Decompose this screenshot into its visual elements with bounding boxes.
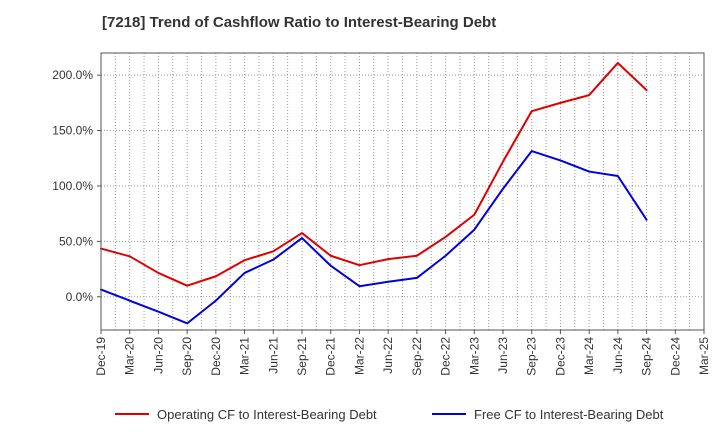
y-axis: 0.0% 50.0% 100.0% 150.0% 200.0%	[52, 68, 101, 304]
x-tick-label: Mar-22	[352, 337, 366, 375]
plot-border	[100, 52, 705, 331]
y-tick-label: 0.0%	[66, 290, 94, 304]
x-tick-label: Dec-19	[94, 337, 108, 376]
x-tick-label: Sep-22	[410, 337, 424, 376]
x-tick-label: Jun-24	[611, 337, 625, 374]
x-tick-label: Dec-21	[324, 337, 338, 376]
x-tick-label: Sep-20	[180, 337, 194, 376]
series-line-free-cf	[100, 150, 648, 325]
x-tick-label: Jun-20	[151, 337, 165, 374]
x-tick-label: Sep-21	[295, 337, 309, 376]
legend-label: Operating CF to Interest-Bearing Debt	[157, 407, 377, 422]
x-tick-label: Mar-21	[238, 337, 252, 375]
x-tick-label: Mar-20	[123, 337, 137, 375]
x-tick-label: Mar-24	[582, 337, 596, 375]
x-tick-label: Dec-23	[553, 337, 567, 376]
x-tick-label: Mar-23	[467, 337, 481, 375]
x-tick-label: Sep-23	[525, 337, 539, 376]
x-tick-label: Jun-23	[496, 337, 510, 374]
x-gridlines	[100, 53, 705, 330]
y-tick-label: 200.0%	[52, 68, 93, 82]
x-tick-label: Jun-22	[381, 337, 395, 374]
y-tick-label: 100.0%	[52, 179, 93, 193]
legend-label: Free CF to Interest-Bearing Debt	[474, 407, 664, 422]
series-layer	[100, 61, 648, 325]
y-tick-label: 150.0%	[52, 124, 93, 138]
y-tick-label: 50.0%	[59, 234, 93, 248]
x-tick-label: Dec-22	[439, 337, 453, 376]
legend: Operating CF to Interest-Bearing Debt Fre…	[115, 407, 664, 422]
x-tick-label: Jun-21	[266, 337, 280, 374]
x-tick-label: Mar-25	[697, 337, 711, 375]
x-tick-label: Dec-20	[209, 337, 223, 376]
x-axis: Dec-19 Mar-20 Jun-20 Sep-20 Dec-20 Mar-21 Jun-…	[94, 330, 711, 376]
x-tick-label: Dec-24	[668, 337, 682, 376]
chart-title: [7218] Trend of Cashflow Ratio to Intere…	[102, 14, 497, 31]
series-line-operating-cf	[100, 61, 648, 287]
x-tick-label: Sep-24	[640, 337, 654, 376]
